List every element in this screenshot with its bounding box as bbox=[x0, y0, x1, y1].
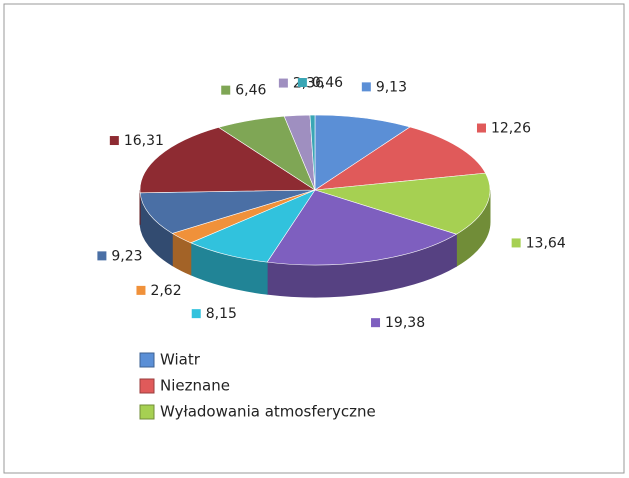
legend-swatch bbox=[139, 404, 155, 420]
slice bbox=[139, 127, 316, 194]
data-label: 9,13 bbox=[376, 79, 407, 95]
slice bbox=[139, 189, 316, 234]
data-label: 16,31 bbox=[124, 133, 164, 149]
legend-swatch bbox=[139, 352, 155, 368]
label-marker bbox=[221, 85, 231, 95]
data-label: 9,23 bbox=[111, 248, 142, 264]
slice bbox=[314, 114, 411, 191]
data-label: 13,64 bbox=[526, 235, 566, 251]
legend-label: Wyładowania atmosferyczne bbox=[160, 403, 376, 421]
data-label: 8,15 bbox=[206, 306, 237, 322]
label-marker bbox=[191, 309, 201, 319]
legend-label: Wiatr bbox=[160, 351, 201, 369]
legend-label: Nieznane bbox=[160, 377, 230, 395]
label-marker bbox=[278, 78, 288, 88]
label-marker bbox=[361, 82, 371, 92]
data-label: 2,62 bbox=[150, 283, 181, 299]
label-marker bbox=[511, 238, 521, 248]
label-marker bbox=[109, 136, 119, 146]
label-marker bbox=[371, 318, 381, 328]
data-label: 6,46 bbox=[235, 83, 266, 99]
data-label: 19,38 bbox=[385, 315, 425, 331]
data-label: 12,26 bbox=[491, 121, 531, 137]
legend-swatch bbox=[139, 378, 155, 394]
slice bbox=[314, 126, 486, 191]
label-marker bbox=[136, 285, 146, 295]
slice bbox=[314, 172, 491, 235]
slice bbox=[190, 189, 316, 263]
label-marker bbox=[297, 78, 307, 88]
slice bbox=[309, 114, 316, 191]
label-marker bbox=[97, 251, 107, 261]
data-label: 0,46 bbox=[312, 75, 343, 91]
slice bbox=[266, 189, 458, 266]
label-marker bbox=[476, 123, 486, 133]
